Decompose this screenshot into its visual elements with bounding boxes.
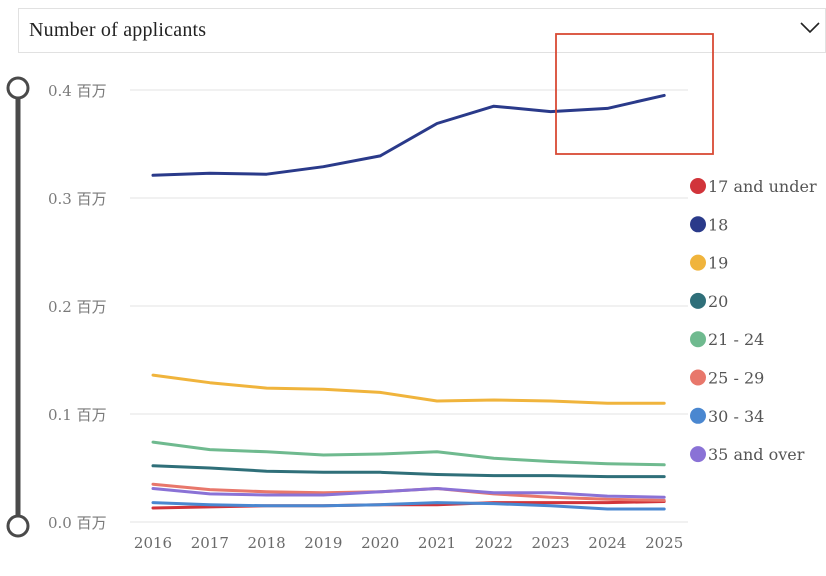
legend-label: 18 — [708, 215, 728, 234]
series-line — [151, 482, 666, 502]
x-tick-label: 2025 — [645, 534, 683, 552]
legend-marker — [690, 407, 706, 424]
x-tick-label: 2018 — [248, 534, 286, 552]
slider-handle-bottom[interactable] — [6, 514, 30, 538]
y-tick-label: 0.0 百万 — [48, 514, 107, 532]
series-line — [151, 487, 666, 499]
x-tick-label: 2024 — [588, 534, 626, 552]
legend-marker — [690, 254, 706, 271]
legend-label: 30 - 34 — [708, 407, 764, 426]
x-tick-label: 2019 — [304, 534, 342, 552]
series-line — [151, 373, 666, 405]
highlight-box — [555, 33, 714, 155]
x-tick-label: 2021 — [418, 534, 456, 552]
legend-marker — [690, 446, 706, 463]
legend-label: 17 and under — [708, 177, 817, 196]
slider-track[interactable] — [15, 88, 21, 528]
y-tick-label: 0.4 百万 — [48, 82, 107, 100]
slider-handle-top[interactable] — [6, 76, 30, 100]
y-tick-label: 0.2 百万 — [48, 298, 107, 316]
legend-marker — [690, 216, 706, 233]
series-line — [151, 501, 666, 511]
range-slider[interactable] — [0, 0, 40, 576]
series-line — [151, 464, 666, 479]
legend-label: 19 — [708, 254, 728, 273]
x-tick-label: 2016 — [134, 534, 172, 552]
chevron-down-icon[interactable] — [799, 21, 821, 35]
x-tick-label: 2023 — [532, 534, 570, 552]
x-tick-label: 2020 — [361, 534, 399, 552]
x-tick-label: 2017 — [191, 534, 229, 552]
x-tick-label: 2022 — [475, 534, 513, 552]
dropdown-label: Number of applicants — [29, 19, 207, 41]
y-tick-label: 0.3 百万 — [48, 190, 107, 208]
measure-dropdown[interactable]: Number of applicants — [18, 8, 826, 53]
series-line — [151, 93, 666, 177]
legend-marker — [690, 292, 706, 309]
legend-label: 35 and over — [708, 445, 805, 464]
legend-marker — [690, 331, 706, 348]
legend-label: 25 - 29 — [708, 369, 764, 388]
y-tick-label: 0.1 百万 — [48, 406, 107, 424]
legend-marker — [690, 369, 706, 386]
legend-label: 20 — [708, 292, 728, 311]
legend-label: 21 - 24 — [708, 330, 764, 349]
legend-marker — [690, 178, 706, 194]
series-line — [151, 440, 666, 467]
